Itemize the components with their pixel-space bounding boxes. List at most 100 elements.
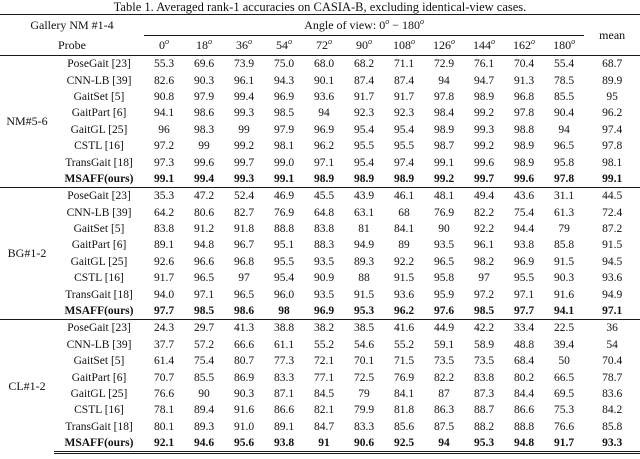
angle-col-header: 72o (304, 35, 345, 56)
table-row: TransGait [18] 94.0 97.1 96.5 96.0 93.5 91.5 93… (0, 286, 640, 302)
accuracy-value: 99.2 (233, 140, 255, 153)
accuracy-value: 89.3 (193, 420, 215, 433)
accuracy-value: 97.9 (193, 90, 215, 103)
accuracy-value: 69.6 (184, 55, 225, 73)
accuracy-value: 99 (198, 140, 210, 153)
accuracy-value: 31.1 (544, 187, 585, 205)
accuracy-value: 91 (304, 434, 345, 455)
accuracy-value: 48.8 (513, 338, 535, 351)
accuracy-value: 97.8 (433, 90, 455, 103)
accuracy-value: 72.9 (424, 55, 465, 73)
method-name: GaitSet [5] (73, 90, 125, 103)
mean-value: 97.1 (602, 305, 623, 318)
accuracy-value: 94.8 (504, 434, 545, 455)
accuracy-value: 88.3 (313, 239, 335, 252)
angle-range-separator: − (389, 17, 402, 32)
accuracy-value: 98.1 (273, 140, 295, 153)
accuracy-value: 87.4 (353, 74, 375, 87)
accuracy-value: 95.4 (273, 272, 295, 285)
accuracy-value: 93.6 (393, 288, 415, 301)
mean-value: 94.9 (602, 288, 623, 301)
accuracy-value: 91.5 (353, 288, 375, 301)
angle-col-header: 180o (544, 35, 585, 56)
accuracy-value: 96.1 (233, 74, 255, 87)
accuracy-value: 72.1 (313, 355, 335, 368)
method-name: PoseGait [23] (54, 187, 145, 205)
accuracy-value: 97.7 (153, 305, 175, 318)
accuracy-value: 50 (558, 355, 570, 368)
accuracy-value: 98.9 (433, 123, 455, 136)
accuracy-value: 58.9 (473, 338, 495, 351)
accuracy-value: 94.1 (153, 107, 175, 120)
method-name: PoseGait [23] (54, 319, 145, 337)
accuracy-value: 90.3 (193, 74, 215, 87)
accuracy-value: 96 (158, 123, 170, 136)
accuracy-value: 87.1 (273, 388, 295, 400)
accuracy-value: 76.9 (393, 371, 415, 384)
accuracy-value: 38.2 (304, 319, 345, 337)
mean-value: 93.3 (584, 434, 640, 455)
table-row: CSTL [16] 91.7 96.5 97 95.4 90.9 88 91.5 95.8 97 9… (0, 270, 640, 286)
accuracy-value: 88.7 (473, 404, 495, 417)
accuracy-value: 98.9 (473, 90, 495, 103)
accuracy-value: 90.3 (554, 272, 575, 285)
table-row: GaitPart [6] 94.1 98.6 99.3 98.5 94 92.3 92.3 98… (0, 105, 640, 121)
accuracy-value: 72.5 (353, 371, 375, 384)
table-row: GaitGL [25] 96 98.3 99 97.9 96.9 95.4 95.4 98.9 9… (0, 122, 640, 138)
accuracy-value: 96.2 (393, 305, 415, 318)
accuracy-value: 96.9 (273, 90, 295, 103)
accuracy-value: 55.2 (313, 338, 335, 351)
probe-header: Probe (0, 35, 145, 56)
accuracy-value: 94 (318, 107, 330, 120)
accuracy-value: 99.1 (273, 172, 295, 185)
accuracy-value: 46.9 (264, 187, 305, 205)
accuracy-value: 96.9 (313, 123, 335, 136)
accuracy-value: 99.3 (233, 107, 255, 120)
accuracy-value: 86.6 (513, 404, 535, 417)
table-row: MSAFF(ours) 99.1 99.4 99.3 99.1 98.9 98.9 98.9 9… (0, 171, 640, 188)
mean-value: 91.5 (602, 239, 623, 252)
degree-superscript: o (328, 37, 333, 46)
accuracy-value: 90.9 (313, 272, 335, 285)
accuracy-value: 95.3 (353, 305, 375, 318)
accuracy-value: 89.4 (193, 404, 215, 417)
method-name: CNN-LB [39] (66, 74, 132, 87)
accuracy-value: 89 (398, 239, 410, 252)
accuracy-value: 91.6 (554, 288, 575, 301)
mean-value: 84.2 (602, 404, 623, 417)
accuracy-value: 68.4 (513, 355, 535, 368)
accuracy-value: 92.2 (473, 223, 495, 236)
accuracy-value: 86.3 (433, 404, 455, 417)
accuracy-value: 79 (558, 223, 570, 236)
table-row: GaitSet [5] 61.4 75.4 80.7 77.3 72.1 70.1 71.5 7… (0, 353, 640, 369)
accuracy-value: 99.4 (233, 90, 255, 103)
accuracy-value: 52.4 (224, 187, 265, 205)
accuracy-value: 94.1 (554, 305, 575, 318)
accuracy-value: 90.8 (153, 90, 175, 103)
mean-value: 93.6 (602, 272, 623, 285)
table-row: CSTL [16] 97.2 99 99.2 98.1 96.2 95.5 95.5 98.7 9… (0, 138, 640, 154)
accuracy-value: 91.7 (153, 272, 175, 285)
mean-value: 99.1 (602, 172, 623, 185)
accuracy-value: 93.8 (513, 239, 535, 252)
table-row: GaitGL [25] 76.6 90 90.3 87.1 84.5 79 84.1 87 87.… (0, 386, 640, 402)
accuracy-value: 88.8 (273, 223, 295, 236)
accuracy-value: 41.6 (384, 319, 425, 337)
accuracy-value: 96.5 (433, 255, 455, 268)
accuracy-value: 98.5 (193, 305, 215, 318)
table-row: CSTL [16] 78.1 89.4 91.6 86.6 82.1 79.9 81.8 86.… (0, 402, 640, 418)
accuracy-value: 88 (358, 272, 370, 285)
accuracy-value: 76.6 (153, 388, 175, 400)
table-row: CNN-LB [39] 64.2 80.6 82.7 76.9 64.8 63.1 68 76.… (0, 205, 640, 221)
method-name: GaitPart [6] (71, 371, 127, 384)
accuracy-value: 90.1 (313, 74, 335, 87)
accuracy-value: 98.2 (473, 255, 495, 268)
accuracy-value: 95.5 (513, 272, 535, 285)
degree-superscript: o (491, 37, 496, 46)
accuracy-value: 99.2 (473, 107, 495, 120)
accuracy-value: 96.5 (193, 272, 215, 285)
accuracy-value: 95.9 (433, 288, 455, 301)
accuracy-value: 43.9 (344, 187, 385, 205)
angle-col-header: 162o (504, 35, 545, 56)
method-name: MSAFF(ours) (64, 305, 134, 318)
